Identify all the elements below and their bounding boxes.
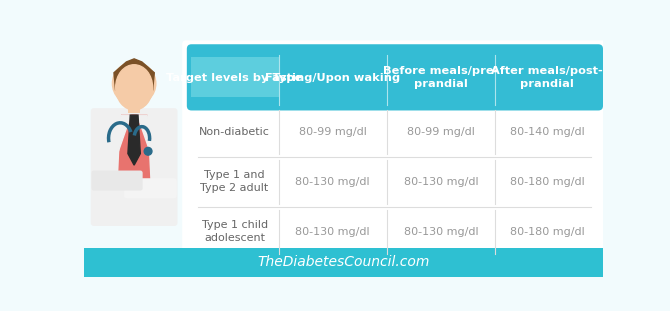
Circle shape (113, 62, 156, 105)
FancyBboxPatch shape (124, 178, 177, 198)
Polygon shape (114, 59, 154, 90)
FancyBboxPatch shape (182, 40, 608, 265)
Text: 80-130 mg/dl: 80-130 mg/dl (403, 177, 478, 187)
Text: Type 1 child
adolescent: Type 1 child adolescent (202, 220, 268, 243)
Text: Fasting/Upon waking: Fasting/Upon waking (265, 73, 400, 83)
Text: Type 1 and
Type 2 adult: Type 1 and Type 2 adult (200, 170, 269, 193)
Text: Target levels by Type: Target levels by Type (166, 73, 303, 83)
Bar (191, 97, 599, 107)
FancyBboxPatch shape (92, 170, 143, 191)
Text: Non-diabetic: Non-diabetic (199, 127, 270, 137)
Text: TheDiabetesCouncil.com: TheDiabetesCouncil.com (257, 255, 429, 269)
Ellipse shape (116, 65, 153, 110)
FancyBboxPatch shape (90, 108, 178, 226)
Text: 80-130 mg/dl: 80-130 mg/dl (295, 227, 370, 237)
Bar (84, 248, 603, 277)
Text: 80-130 mg/dl: 80-130 mg/dl (295, 177, 370, 187)
Polygon shape (128, 115, 140, 165)
Polygon shape (137, 115, 173, 173)
Polygon shape (95, 115, 131, 173)
Bar (191, 57, 279, 107)
Text: 80-140 mg/dl: 80-140 mg/dl (510, 127, 584, 137)
Circle shape (144, 147, 152, 155)
Bar (191, 49, 279, 107)
Text: 80-180 mg/dl: 80-180 mg/dl (510, 227, 584, 237)
FancyBboxPatch shape (187, 44, 603, 110)
Text: 80-180 mg/dl: 80-180 mg/dl (510, 177, 584, 187)
Bar (279, 49, 599, 107)
Text: 80-99 mg/dl: 80-99 mg/dl (299, 127, 366, 137)
Bar (128, 102, 140, 113)
Bar (84, 37, 603, 248)
Text: Before meals/pre-
prandial: Before meals/pre- prandial (383, 66, 498, 89)
Text: After meals/post-
prandial: After meals/post- prandial (491, 66, 603, 89)
Text: 80-99 mg/dl: 80-99 mg/dl (407, 127, 475, 137)
Polygon shape (119, 115, 149, 181)
Text: 80-130 mg/dl: 80-130 mg/dl (403, 227, 478, 237)
Bar (279, 57, 599, 107)
